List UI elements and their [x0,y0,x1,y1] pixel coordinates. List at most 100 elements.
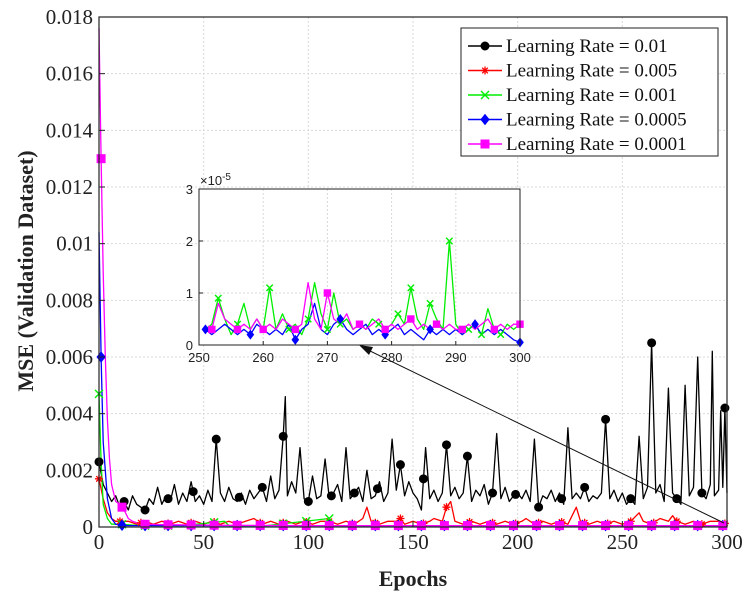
inset-panel: 250 260 270 280 290 300 0 1 2 3 ×10-5 [186,172,531,365]
inset-x-tick-label: 250 [188,350,210,365]
x-tick-label: 300 [711,530,743,554]
data-point-learning-rate-0-0001 [416,521,426,531]
data-point-learning-rate-0-01 [372,484,382,494]
main-ticks: 0 50 100 150 200 250 300 0 0.002 0.004 0.006 0.008 0… [46,5,743,554]
data-point-learning-rate-0-0001 [324,521,334,531]
data-point-learning-rate-0-01 [601,414,611,424]
inset-data-point-learning-rate-0-0001 [407,315,415,323]
data-point-learning-rate-0-01 [511,489,521,499]
inset-x-tick-label: 280 [381,350,403,365]
inset-background [198,188,521,346]
data-point-learning-rate-0-0001 [255,520,265,530]
data-point-learning-rate-0-0001 [232,520,242,530]
inset-data-point-learning-rate-0-0005 [291,334,300,345]
data-point-learning-rate-0-01 [441,440,451,450]
data-point-learning-rate-0-005 [442,503,451,512]
data-point-learning-rate-0-0001 [670,521,680,531]
data-point-learning-rate-0-0001 [96,154,106,164]
inset-data-point-learning-rate-0-0005 [471,319,479,330]
inset-x-tick-label: 270 [317,350,339,365]
x-tick-label: 150 [397,530,429,554]
inset-data-point-learning-rate-0-0001 [323,289,332,297]
inset-x-tick-label: 300 [509,350,531,365]
x-tick-label: 0 [94,530,105,554]
inset-y-tick-label: 2 [186,234,193,249]
inset-data-point-learning-rate-0-0001 [432,320,441,328]
data-point-learning-rate-0-01 [580,482,590,492]
inset-data-point-learning-rate-0-0001 [233,325,242,334]
data-point-learning-rate-0-01 [626,494,636,504]
zoom-arrow-head [359,345,373,355]
inset-data-point-learning-rate-0-001 [394,310,402,318]
data-point-learning-rate-0-0001 [693,521,703,531]
inset-scale-label: ×10-5 [200,172,231,188]
inset-data-point-learning-rate-0-0001 [259,325,267,334]
y-tick-label: 0 [83,515,94,539]
data-point-learning-rate-0-0001 [601,521,611,531]
y-tick-label: 0.018 [46,5,93,29]
data-point-learning-rate-0-01 [418,474,428,484]
zoom-arrow-line [365,348,725,524]
data-point-learning-rate-0-01 [278,431,288,441]
data-point-learning-rate-0-01 [163,494,173,504]
inset-data-point-learning-rate-0-001 [445,237,454,245]
data-point-learning-rate-0-0001 [578,521,588,531]
data-point-learning-rate-0-01 [557,494,567,504]
data-point-learning-rate-0-01 [188,487,198,497]
data-point-learning-rate-0-01 [140,505,150,515]
data-point-learning-rate-0-01 [349,488,359,498]
data-point-learning-rate-0-0001 [301,521,311,531]
inset-scale-base: ×10 [200,173,222,188]
legend-marker-learning-rate-0-005 [481,66,489,75]
inset-frame [198,188,521,346]
data-point-learning-rate-0-01 [257,482,267,492]
legend-marker-learning-rate-0-0005 [480,113,490,126]
data-point-learning-rate-0-0005 [117,519,127,532]
legend-marker-learning-rate-0-0001 [480,139,490,149]
y-tick-label: 0.004 [46,402,94,426]
x-tick-label: 100 [293,530,325,554]
inset-data-point-learning-rate-0-001 [407,284,415,292]
inset-y-tick-label: 3 [186,182,193,197]
legend-marker-learning-rate-0-001 [480,90,490,100]
inset-data-point-learning-rate-0-001 [304,315,312,323]
inset-data-point-learning-rate-0-0001 [291,325,300,334]
data-point-learning-rate-0-0001 [462,521,472,531]
y-tick-label: 0.008 [46,288,93,312]
inset-data-point-learning-rate-0-001 [477,330,486,339]
x-tick-label: 250 [607,530,639,554]
data-point-learning-rate-0-0001 [393,521,403,531]
data-point-learning-rate-0-0001 [439,521,449,531]
inset-data-point-learning-rate-0-0001 [381,325,389,334]
inset-data-point-learning-rate-0-001 [336,320,344,328]
data-point-learning-rate-0-0001 [624,521,634,531]
inset-data-point-learning-rate-0-001 [323,325,332,334]
data-point-learning-rate-0-0001 [209,520,219,530]
data-point-learning-rate-0-01 [720,403,730,413]
data-point-learning-rate-0-01 [697,488,707,498]
data-point-learning-rate-0-0001 [163,520,173,530]
inset-data-point-learning-rate-0-001 [375,320,383,328]
data-point-learning-rate-0-0001 [647,521,657,531]
inset-data-point-learning-rate-0-0001 [208,325,216,334]
y-tick-label: 0.01 [56,232,93,256]
x-tick-label: 200 [502,530,534,554]
inset-markers-layer [201,237,524,348]
data-point-learning-rate-0-0001 [117,502,127,512]
data-point-learning-rate-0-01 [534,502,544,512]
y-tick-label: 0.006 [46,345,93,369]
y-tick-label: 0.016 [46,62,93,86]
y-axis-label: MSE (Validation Dataset) [13,150,38,391]
x-axis-label: Epochs [379,566,448,591]
legend-box [460,27,719,157]
inset-data-point-learning-rate-0-001 [285,325,293,334]
data-point-learning-rate-0-0001 [140,519,150,529]
inset-data-point-learning-rate-0-001 [214,294,222,302]
data-point-learning-rate-0-01 [234,492,244,502]
data-point-learning-rate-0-0001 [186,520,196,530]
legend-label-learning-rate-0-005: Learning Rate = 0.005 [506,61,677,82]
inset-scale-exponent: -5 [222,172,231,183]
inset-data-point-learning-rate-0-001 [265,284,274,292]
legend-marker-learning-rate-0-01 [480,41,490,51]
